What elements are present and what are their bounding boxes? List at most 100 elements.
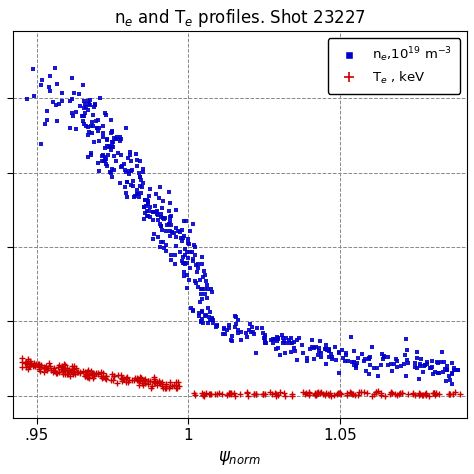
Point	[287, 348, 295, 356]
Point	[250, 390, 257, 398]
Point	[273, 333, 281, 340]
Point	[194, 264, 202, 272]
Point	[306, 345, 314, 353]
Point	[83, 370, 91, 377]
Point	[118, 375, 126, 383]
Point	[145, 380, 152, 388]
Point	[183, 284, 191, 292]
Point	[84, 98, 92, 105]
Point	[452, 366, 459, 374]
Point	[118, 135, 125, 142]
Point	[167, 222, 175, 229]
Point	[99, 369, 107, 377]
Point	[134, 163, 141, 170]
Point	[154, 210, 161, 218]
Point	[352, 363, 359, 370]
Point	[166, 383, 173, 390]
Point	[65, 366, 73, 374]
Point	[181, 272, 188, 280]
Point	[167, 252, 175, 259]
Point	[183, 259, 191, 266]
Point	[153, 208, 160, 215]
Point	[426, 365, 434, 372]
Point	[59, 365, 66, 373]
Point	[66, 97, 74, 105]
Point	[189, 306, 196, 314]
Point	[201, 312, 209, 319]
Point	[40, 365, 47, 372]
Point	[448, 371, 456, 378]
Point	[81, 100, 89, 108]
Point	[68, 95, 76, 103]
Point	[287, 335, 294, 342]
Point	[146, 378, 154, 385]
Point	[113, 133, 121, 140]
Point	[96, 94, 103, 101]
Point	[221, 325, 228, 332]
Point	[228, 336, 235, 344]
Point	[371, 390, 378, 397]
Point	[102, 375, 110, 383]
Point	[366, 361, 374, 368]
Point	[249, 328, 257, 336]
Point	[89, 118, 96, 126]
Point	[40, 364, 47, 371]
Point	[88, 371, 95, 379]
Point	[119, 375, 127, 383]
Point	[428, 363, 436, 371]
Point	[151, 230, 158, 237]
Point	[35, 360, 42, 367]
Point	[373, 364, 381, 372]
Point	[22, 363, 30, 371]
Point	[149, 235, 156, 243]
Point	[144, 377, 152, 385]
Point	[196, 298, 204, 305]
Point	[135, 169, 143, 176]
Point	[49, 368, 56, 376]
Point	[85, 374, 93, 382]
Point	[311, 390, 319, 398]
Point	[243, 389, 250, 397]
Point	[24, 355, 31, 363]
Point	[259, 329, 266, 337]
Point	[140, 168, 147, 176]
Point	[413, 364, 421, 371]
Point	[343, 351, 350, 358]
Point	[419, 368, 426, 376]
Point	[165, 189, 173, 196]
Point	[162, 215, 169, 222]
Point	[43, 365, 50, 372]
Point	[199, 253, 206, 260]
Point	[37, 140, 45, 148]
Point	[198, 261, 206, 268]
Point	[430, 390, 438, 397]
Point	[50, 99, 57, 106]
Point	[82, 373, 89, 380]
Point	[180, 259, 187, 267]
Point	[207, 390, 214, 398]
Point	[183, 271, 191, 279]
Point	[154, 234, 162, 241]
Point	[76, 102, 84, 109]
Point	[93, 125, 101, 132]
Point	[112, 136, 119, 143]
Point	[174, 227, 182, 235]
Point	[373, 388, 380, 396]
Point	[178, 226, 186, 234]
Point	[396, 390, 403, 397]
Point	[156, 243, 164, 250]
Point	[443, 366, 451, 374]
Point	[174, 378, 182, 386]
Point	[418, 356, 425, 363]
Point	[332, 356, 340, 364]
Point	[365, 354, 373, 362]
Point	[43, 366, 51, 374]
Point	[184, 239, 191, 247]
Point	[191, 392, 199, 399]
Point	[110, 152, 118, 160]
Point	[35, 363, 43, 370]
Legend: n$_e$,10$^{19}$ m$^{-3}$, T$_e$ , keV: n$_e$,10$^{19}$ m$^{-3}$, T$_e$ , keV	[328, 38, 460, 94]
Point	[365, 370, 373, 378]
Point	[176, 249, 184, 256]
Point	[123, 373, 131, 381]
